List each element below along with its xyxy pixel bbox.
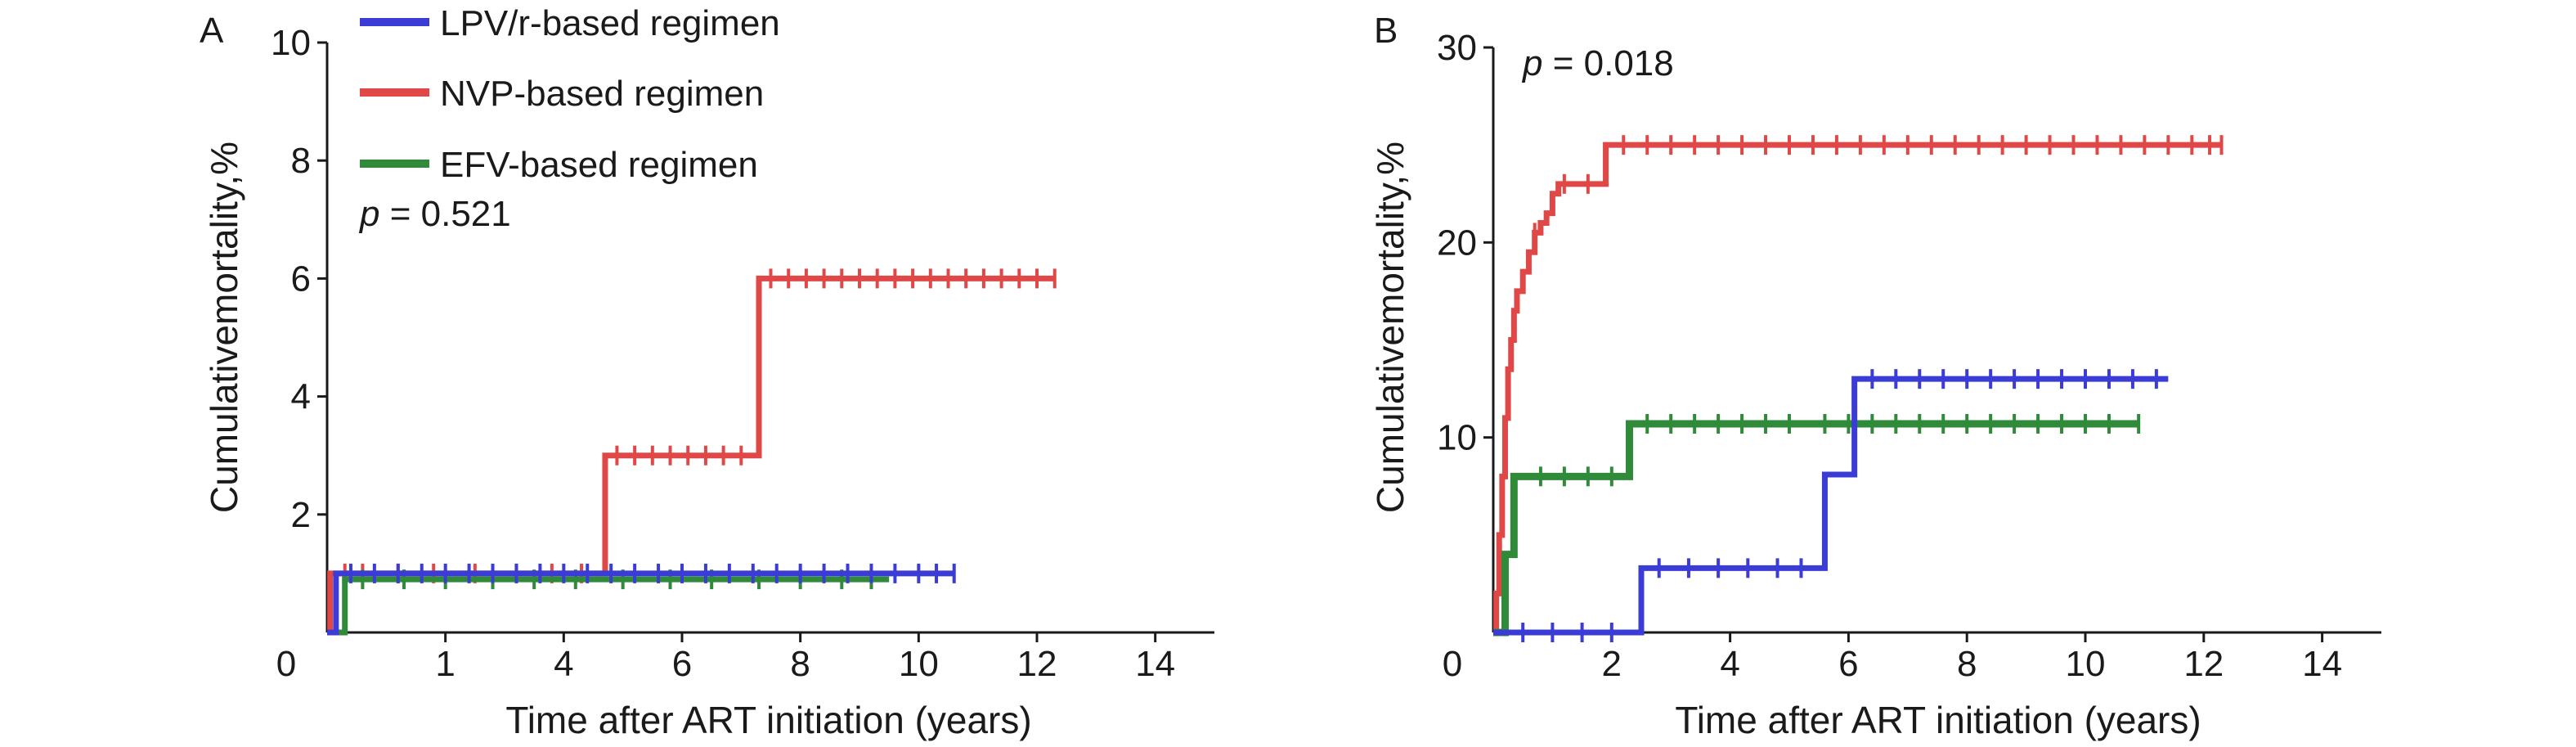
legend-label-lpv: LPV/r-based regimen [440,3,780,43]
panel-b-letter: B [1374,11,1398,51]
legend-item-lpv: LPV/r-based regimen [360,3,780,43]
panel-b-x-axis-title: Time after ART initiation (years) [1675,699,2201,741]
panel-b-y-tick-label: 10 [1437,418,1477,458]
panel-b-p-symbol: p [1521,43,1542,83]
legend: LPV/r-based regimen NVP-based regimen EF… [360,3,780,185]
panel-b-p-value-text: = 0.018 [1542,43,1673,83]
panel-a-x-tick-label: 12 [1017,644,1057,684]
panel-a-x-tick-label: 1 [435,644,455,684]
panel-a-y-tick-label: 2 [291,495,311,535]
panel-b-x-tick-label: 12 [2183,644,2224,684]
panel-a-y-tick-label: 8 [291,141,311,181]
panel-b-axes: 0 2 4 6 8 10 12 14 10 20 30 [1437,28,2381,684]
panel-b-curve-lpv [1493,376,2169,636]
panel-b-y-tick-label: 20 [1437,223,1477,263]
panel-a-y-tick-label: 6 [291,259,311,299]
panel-a-x-tick-label: 14 [1135,644,1175,684]
panel-b-x-tick-label: 8 [1957,644,1977,684]
panel-b: B 0 2 4 6 8 10 12 14 10 20 30 Time after ART initi… [1369,11,2381,741]
panel-a-p-value-text: = 0.521 [379,194,510,234]
panel-b-curve-efv [1493,420,2139,637]
panel-a-p-value: p = 0.521 [358,194,511,234]
panel-b-curves [1493,135,2224,642]
panel-a-x-tick-label: 0 [276,644,296,684]
panel-a-x-tick-label: 10 [899,644,939,684]
panel-b-y-tick-label: 30 [1437,28,1477,68]
panel-a-x-tick-label: 8 [790,644,810,684]
panel-a-curve-nvp [327,275,1055,636]
panel-b-x-tick-label: 10 [2066,644,2106,684]
panel-a-y-tick-label: 4 [291,377,311,417]
panel-a-curve-efv [327,576,890,636]
legend-label-nvp: NVP-based regimen [440,74,764,114]
panel-a-curve-lpv [327,570,954,636]
panel-b-curve-nvp [1493,142,2222,636]
panel-b-x-tick-label: 6 [1838,644,1858,684]
panel-a-y-tick-label: 10 [271,23,311,63]
panel-b-x-tick-label: 14 [2302,644,2342,684]
panel-a-x-axis-title: Time after ART initiation (years) [505,699,1031,741]
panel-a-curves [327,268,1057,636]
legend-item-efv: EFV-based regimen [360,145,758,185]
legend-item-nvp: NVP-based regimen [360,74,764,114]
panel-a-y-axis-title: Cumulativemortality,% [203,142,245,513]
panel-a-p-symbol: p [358,194,379,234]
legend-label-efv: EFV-based regimen [440,145,758,185]
panel-b-p-value: p = 0.018 [1521,43,1674,83]
panel-a-letter: A [200,11,224,51]
panel-b-x-tick-label: 0 [1443,644,1462,684]
panel-b-x-tick-label: 2 [1602,644,1622,684]
panel-b-y-axis-title: Cumulativemortality,% [1369,142,1411,513]
panel-a-x-tick-label: 6 [672,644,692,684]
panel-a-x-tick-label: 4 [554,644,573,684]
panel-b-x-tick-label: 4 [1720,644,1739,684]
